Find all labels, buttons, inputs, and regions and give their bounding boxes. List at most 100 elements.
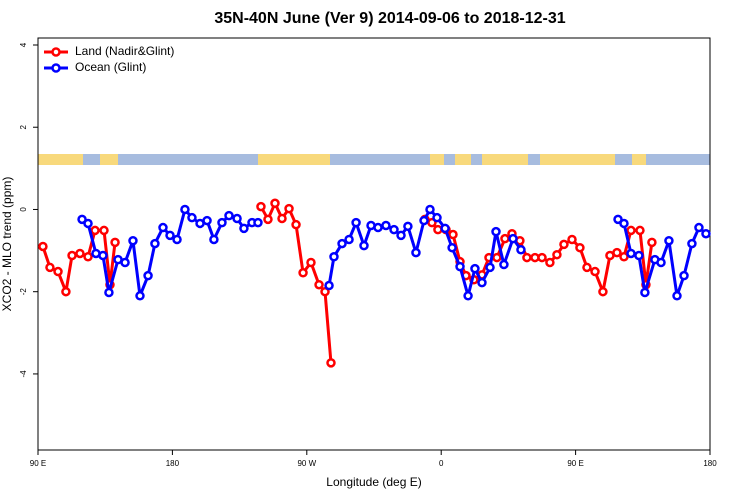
data-point [492,252,502,263]
data-point [619,218,629,229]
x-tick-label: 180 [166,459,180,468]
data-point [83,251,93,262]
data-point [590,266,600,277]
data-point [298,268,308,278]
data-point [291,219,301,230]
data-point [403,221,413,232]
data-point [664,235,674,246]
y-axis-label: XCO2 - MLO trend (ppm) [0,177,14,312]
x-tick-label: 0 [439,459,444,468]
data-point [277,213,287,224]
data-point [202,215,212,226]
data-point [694,222,704,233]
data-point [516,245,526,255]
series-line [41,201,654,363]
data-point [77,214,87,225]
data-point [701,228,711,239]
x-axis-label: Longitude (deg E) [326,475,421,489]
data-point [165,230,175,241]
data-point [419,215,429,226]
land-ocean-strip [38,154,710,165]
data-point [75,248,85,259]
y-tick-label: -2 [19,288,28,296]
data-point [613,214,623,225]
data-point [53,266,63,277]
data-point [351,217,361,228]
data-point [522,252,532,263]
y-tick-label: 0 [19,207,28,212]
data-point [545,257,555,268]
data-point [344,234,354,245]
data-point [619,251,629,262]
legend-label: Ocean (Glint) [75,60,146,74]
data-point [67,250,77,261]
data-point [626,225,636,236]
data-point [500,233,510,244]
data-point [284,203,294,214]
data-point [256,201,266,212]
data-point [656,257,666,268]
data-point [455,261,465,272]
data-point [61,286,71,297]
x-tick-label: 90 E [30,459,46,468]
data-point [381,220,391,231]
data-point [263,214,273,225]
data-point [209,234,219,245]
data-point [499,259,509,270]
data-point [635,225,645,236]
data-point [396,230,406,241]
data-point [128,235,138,246]
data-point [491,226,501,237]
y-tick-label: 2 [19,124,28,129]
data-point [440,223,450,234]
data-point [679,270,689,281]
data-point [232,213,242,224]
data-point [432,212,442,223]
data-point [612,247,622,258]
y-tick-label: -4 [19,370,28,378]
chart-title: 35N-40N June (Ver 9) 2014-09-06 to 2018-… [214,10,565,27]
data-point [104,287,114,298]
data-point [598,286,608,297]
data-point [224,210,234,221]
data-point [634,250,644,261]
plot-frame [37,37,711,451]
data-point [38,241,48,252]
data-point [337,238,347,249]
data-point [433,224,443,235]
data-point [647,237,657,248]
data-point [477,277,487,288]
data-point [326,358,336,368]
x-tick-label: 90 W [297,459,316,468]
x-tick-label: 90 E [567,459,583,468]
data-point [485,262,495,273]
data-point [389,224,399,235]
data-point [359,240,369,251]
legend-marker [51,47,61,57]
data-point [324,280,334,291]
data-point [463,291,473,301]
legend-marker [51,63,61,73]
data-point [537,252,547,263]
data-point [314,279,324,290]
data-point [180,204,190,215]
data-point [120,257,130,268]
data-point [320,286,330,297]
data-point [158,222,168,233]
data-point [687,238,697,249]
data-point [90,225,100,236]
data-point [83,218,93,229]
data-point [640,287,650,298]
data-point [172,234,182,245]
data-point [447,242,457,253]
data-point [425,204,435,215]
data-point [672,291,682,301]
data-point [306,257,316,268]
data-point [98,250,108,261]
data-point [470,263,480,274]
data-point [373,222,383,233]
data-point [508,233,518,244]
data-point [143,270,153,281]
data-point [270,198,280,209]
